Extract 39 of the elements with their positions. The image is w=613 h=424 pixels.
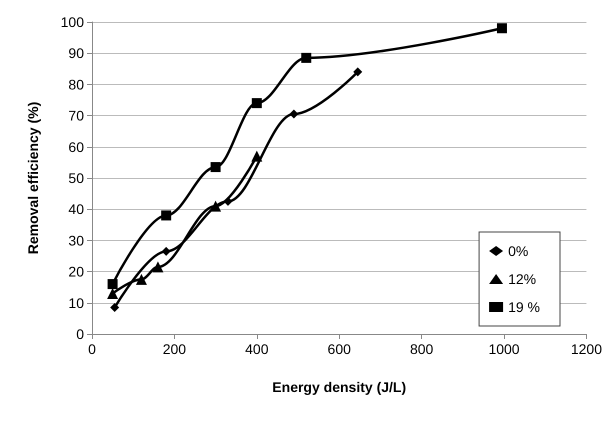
point (301, 52, 312, 63)
y-tick-label: 20 (68, 264, 84, 280)
x-axis-title: Energy density (J/L) (272, 379, 406, 395)
point (152, 261, 164, 272)
point (108, 279, 118, 290)
point (496, 23, 507, 34)
point (110, 302, 120, 312)
point (107, 288, 118, 299)
y-tick-label: 90 (68, 45, 84, 62)
x-tick-label: 400 (245, 341, 269, 357)
point (136, 274, 147, 285)
legend-label: 12% (508, 271, 536, 287)
x-tick-label: 1000 (488, 341, 520, 357)
y-tick-label: 70 (68, 108, 84, 124)
point (223, 196, 232, 206)
y-tick-label: 60 (68, 138, 84, 155)
point (210, 200, 222, 212)
point (353, 67, 362, 76)
x-tick-label: 800 (410, 341, 434, 357)
x-tick-label: 200 (162, 341, 186, 357)
point (251, 150, 262, 162)
point (161, 210, 172, 220)
y-tick-label: 10 (68, 294, 84, 311)
x-tick-label: 1200 (570, 341, 602, 357)
y-tick-label: 30 (68, 232, 84, 248)
y-tick-label: 100 (60, 14, 84, 30)
y-axis-title: Removal efficiency (%) (25, 102, 41, 254)
point (252, 98, 262, 108)
x-tick-label: 0 (88, 341, 96, 357)
y-tick-label: 0 (76, 326, 84, 342)
point (210, 162, 221, 172)
y-tick-label: 50 (68, 170, 84, 186)
y-tick-label: 80 (68, 76, 84, 92)
x-tick-label: 600 (328, 341, 352, 357)
legend-label: 19 % (508, 299, 540, 315)
point (162, 246, 171, 256)
y-tick-label: 40 (68, 201, 84, 218)
legend-label: 0% (508, 243, 528, 259)
point (289, 110, 298, 119)
